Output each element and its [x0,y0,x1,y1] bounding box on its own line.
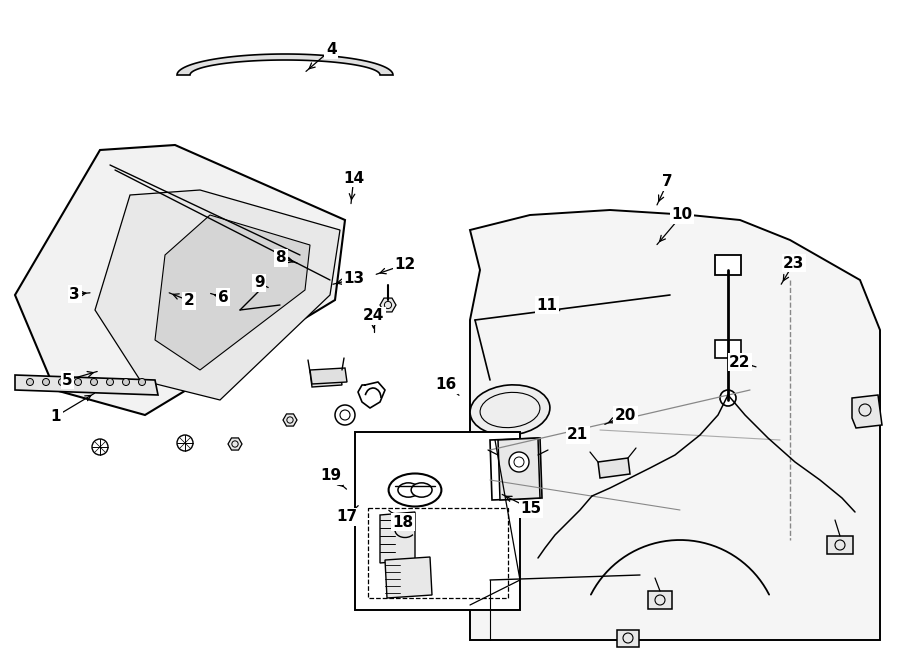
Circle shape [26,379,33,385]
Ellipse shape [398,483,418,497]
Text: 20: 20 [615,408,636,422]
Text: 8: 8 [275,251,286,265]
Polygon shape [15,375,158,395]
Text: 6: 6 [218,290,229,305]
Text: 18: 18 [392,515,414,529]
Text: 5: 5 [62,373,73,387]
Circle shape [177,435,193,451]
Polygon shape [310,368,347,384]
Circle shape [106,379,113,385]
Polygon shape [310,370,342,387]
Circle shape [139,379,146,385]
Polygon shape [155,215,310,370]
Text: 17: 17 [336,510,357,524]
Polygon shape [380,298,396,312]
Circle shape [91,379,97,385]
Circle shape [75,379,82,385]
Bar [715,340,741,358]
Text: 9: 9 [254,276,265,290]
Bar [715,255,741,275]
Text: 16: 16 [435,377,456,392]
Polygon shape [385,557,432,598]
Polygon shape [95,190,340,400]
Bar [617,630,639,647]
Polygon shape [15,145,345,415]
Polygon shape [228,438,242,450]
Polygon shape [177,54,393,75]
Ellipse shape [411,483,432,497]
Circle shape [720,390,736,406]
Polygon shape [470,210,880,640]
Text: 3: 3 [69,287,80,301]
Text: 11: 11 [536,298,558,313]
Text: 14: 14 [343,171,364,186]
Text: 7: 7 [662,175,673,189]
Text: 15: 15 [520,502,542,516]
Bar [648,591,672,609]
Text: 12: 12 [394,257,416,272]
Circle shape [122,379,130,385]
Ellipse shape [389,473,441,506]
Text: 19: 19 [320,469,342,483]
Circle shape [42,379,50,385]
Text: 23: 23 [783,256,805,270]
Polygon shape [283,414,297,426]
Polygon shape [490,438,542,500]
Circle shape [92,439,108,455]
Text: 4: 4 [326,42,337,57]
Polygon shape [498,438,540,500]
Bar [368,508,508,598]
Circle shape [509,452,529,472]
Text: 1: 1 [50,409,61,424]
Polygon shape [380,512,415,563]
Polygon shape [598,458,630,478]
Text: 24: 24 [363,309,384,323]
Text: 10: 10 [671,208,693,222]
Text: 13: 13 [343,272,364,286]
Polygon shape [852,395,882,428]
Circle shape [58,379,66,385]
Ellipse shape [470,385,550,435]
Text: 21: 21 [567,428,589,442]
Text: 22: 22 [729,355,751,369]
Text: 2: 2 [184,293,194,308]
Bar [355,432,520,610]
Bar [827,536,853,554]
